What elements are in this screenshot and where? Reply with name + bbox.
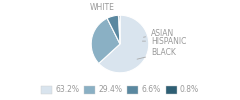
Wedge shape — [107, 15, 120, 44]
Text: BLACK: BLACK — [137, 48, 176, 59]
Wedge shape — [99, 15, 149, 73]
Legend: 63.2%, 29.4%, 6.6%, 0.8%: 63.2%, 29.4%, 6.6%, 0.8% — [38, 82, 202, 98]
Wedge shape — [91, 18, 120, 63]
Text: WHITE: WHITE — [90, 4, 118, 17]
Text: HISPANIC: HISPANIC — [142, 37, 186, 46]
Text: ASIAN: ASIAN — [144, 29, 174, 38]
Wedge shape — [119, 15, 120, 44]
